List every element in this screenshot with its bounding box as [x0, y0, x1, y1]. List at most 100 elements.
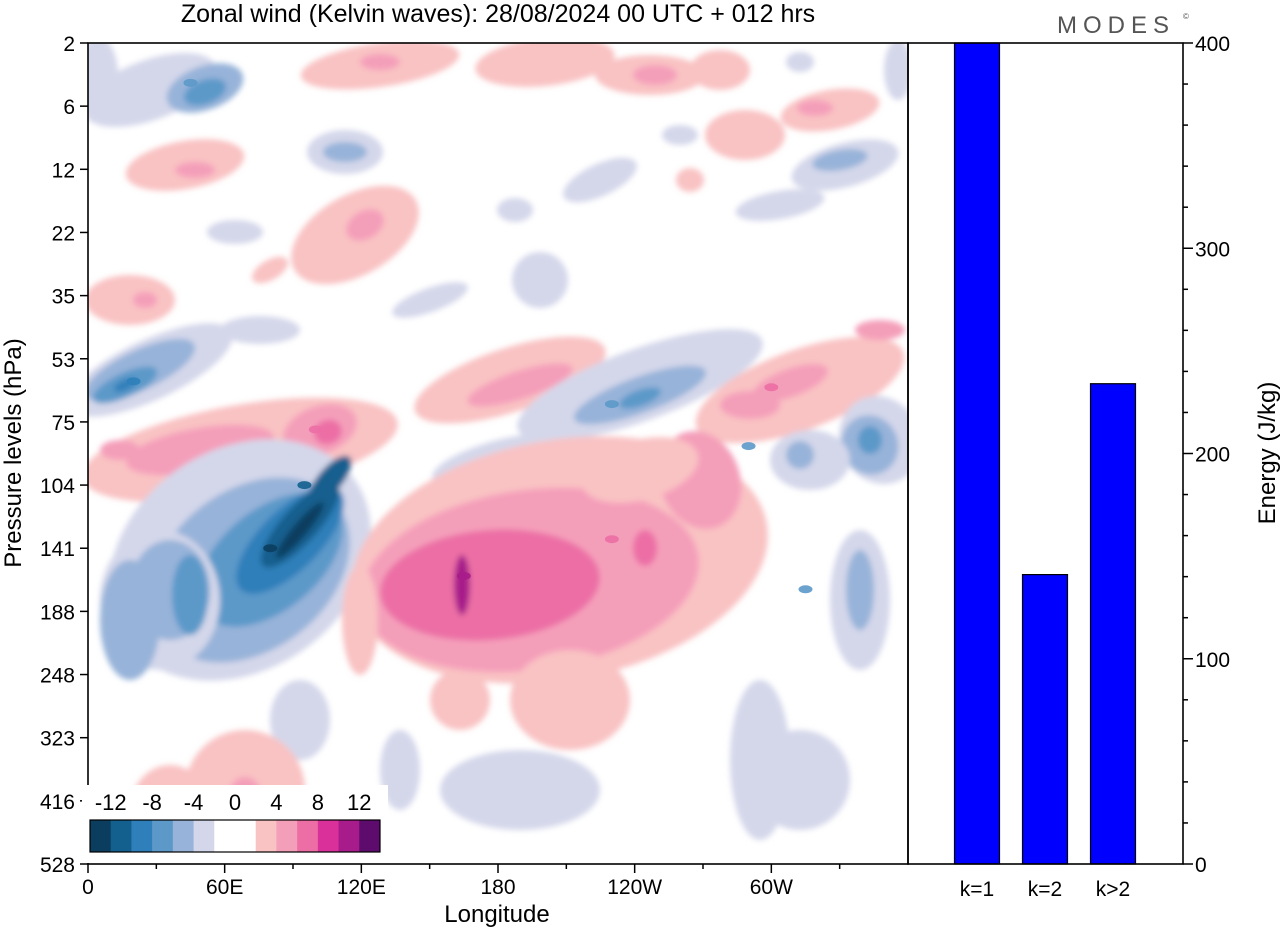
- contour-band: [454, 555, 470, 615]
- colorbar-labels: -12 -8 -4 0 4 8 12: [95, 790, 372, 815]
- wavenumber-label: k>2: [1096, 878, 1130, 901]
- contour-band: [510, 650, 630, 750]
- colorbar-label: 4: [270, 790, 282, 815]
- contour-band: [812, 149, 868, 171]
- pressure-tick-label: 188: [40, 601, 75, 624]
- pressure-tick-label: 141: [40, 538, 75, 561]
- energy-bars: [953, 42, 1137, 865]
- colorbar-swatch: [193, 820, 215, 852]
- pressure-tick-label: 248: [40, 665, 75, 688]
- longitude-tick-label: 0: [82, 876, 94, 899]
- energy-bar-2: [1021, 573, 1069, 865]
- contour-band: [270, 680, 330, 760]
- longitude-tick-label: 120E: [337, 876, 386, 899]
- contour-band: [360, 54, 400, 70]
- energy-tick-label: 300: [1195, 238, 1230, 261]
- logo-text: MODES: [1057, 12, 1175, 39]
- contour-band: [786, 52, 814, 72]
- contour-band: [342, 565, 378, 675]
- contour-band: [497, 198, 533, 222]
- contour-band: [690, 50, 750, 90]
- contour-band: [380, 529, 600, 641]
- wavenumber-label: k=2: [1028, 878, 1062, 901]
- feature-core: [604, 535, 619, 544]
- contour-band: [855, 320, 905, 340]
- pressure-tick-label: 12: [52, 159, 75, 182]
- contour-band: [676, 168, 704, 192]
- feature-core: [764, 383, 779, 392]
- contour-band: [172, 555, 208, 635]
- energy-bar-1: [953, 42, 1001, 865]
- contour-band: [735, 189, 825, 221]
- colorbar-swatch: [172, 820, 195, 852]
- contour-band: [752, 364, 828, 402]
- colorbar-label: -4: [184, 790, 204, 815]
- contour-band: [633, 530, 657, 566]
- pressure-axis: 2 6 12 22 35 53 75 104 141 188 248 323 416 528: [40, 33, 88, 877]
- contour-band: [100, 440, 140, 460]
- pressure-tick-label: 75: [52, 412, 75, 435]
- contour-band: [392, 282, 468, 318]
- contour-band: [308, 455, 352, 505]
- energy-tick-label: 0: [1195, 854, 1207, 877]
- pressure-tick-label: 53: [52, 349, 75, 372]
- feature-core: [456, 571, 471, 580]
- energy-bar-panel: 0 100 200 300 400 k=1 k=2 k>2 Energy (J/kg): [907, 33, 1280, 901]
- contour-band: [88, 275, 175, 325]
- contour-band: [88, 53, 217, 127]
- contour-band: [475, 43, 615, 87]
- contour-band: [207, 220, 263, 244]
- contour-band: [884, 43, 908, 100]
- contour-band: [276, 502, 324, 558]
- pressure-tick-label: 35: [52, 286, 75, 309]
- energy-axis-label: Energy (J/kg): [1254, 382, 1280, 525]
- feature-core: [126, 377, 141, 386]
- pressure-tick-label: 323: [40, 728, 75, 751]
- contour-band: [133, 292, 157, 308]
- colorbar-label: 8: [312, 790, 324, 815]
- feature-core: [183, 78, 198, 87]
- x-axis-label: Longitude: [444, 901, 549, 928]
- feature-core: [798, 585, 813, 594]
- contour-band: [251, 256, 289, 284]
- energy-tick-label: 100: [1195, 649, 1230, 672]
- longitude-axis: 0 60E 120E 180 120W 60W: [82, 864, 841, 899]
- chart-title: Zonal wind (Kelvin waves): 28/08/2024 00…: [181, 0, 815, 28]
- modes-logo: MODES ©: [1057, 12, 1189, 39]
- colorbar-swatch: [255, 820, 277, 852]
- longitude-tick-label: 120W: [607, 876, 662, 899]
- contour-band: [705, 110, 785, 160]
- pressure-tick-label: 6: [63, 96, 75, 119]
- longitude-tick-label: 180: [480, 876, 515, 899]
- colorbar-swatch: [90, 820, 112, 852]
- pressure-tick-label: 22: [52, 222, 75, 245]
- feature-core: [297, 481, 312, 490]
- colorbar-label: 0: [229, 790, 241, 815]
- contour-band: [563, 157, 637, 203]
- contour-band: [88, 43, 118, 113]
- colorbar-swatch: [131, 820, 153, 852]
- logo-mark: ©: [1183, 12, 1189, 21]
- colorbar-swatch: [214, 820, 236, 852]
- longitude-tick-label: 60E: [206, 876, 243, 899]
- colorbar-swatch: [152, 820, 174, 852]
- contour-band: [797, 100, 833, 116]
- energy-tick-label: 200: [1195, 444, 1230, 467]
- contour-band: [858, 426, 882, 454]
- contour-band: [346, 209, 384, 241]
- contour-bands: [88, 43, 908, 862]
- colorbar-label: 12: [347, 790, 371, 815]
- contour-band: [633, 65, 677, 85]
- contour-band: [100, 560, 160, 680]
- feature-core: [741, 442, 756, 451]
- wavenumber-labels: k=1 k=2 k>2: [960, 878, 1130, 901]
- pressure-tick-label: 2: [63, 33, 75, 56]
- pressure-tick-label: 528: [40, 854, 75, 877]
- energy-axis: 0 100 200 300 400: [1183, 33, 1230, 877]
- contour-band: [220, 316, 300, 344]
- contour-band: [720, 391, 780, 419]
- feature-core: [604, 400, 619, 409]
- feature-core: [308, 425, 323, 434]
- energy-bar-3: [1089, 383, 1137, 865]
- contour-band: [323, 142, 367, 162]
